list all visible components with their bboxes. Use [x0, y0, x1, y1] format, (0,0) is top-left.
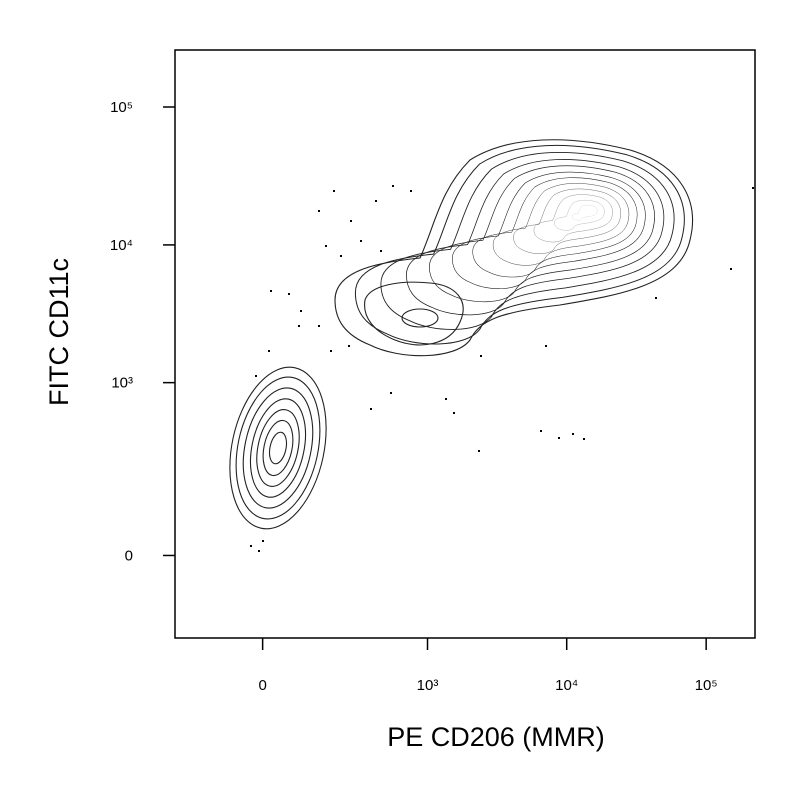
contour-low-population [229, 366, 327, 530]
x-tick-label: 0 [258, 677, 266, 694]
plot-frame [174, 49, 756, 639]
y-tick-label: 10⁵ [110, 99, 133, 116]
x-tick-label: 10⁴ [555, 677, 578, 694]
x-tick-label: 10⁵ [695, 677, 718, 694]
y-tick-label: 0 [125, 547, 133, 564]
x-axis-title: PE CD206 (MMR) [387, 722, 605, 752]
y-tick-label: 10⁴ [110, 237, 133, 254]
contour-high-population [334, 139, 694, 357]
y-tick-label: 10³ [111, 375, 133, 392]
x-tick-label: 10³ [417, 677, 439, 694]
y-axis-title: FITC CD11c [44, 258, 74, 406]
scatter-events [250, 185, 754, 552]
